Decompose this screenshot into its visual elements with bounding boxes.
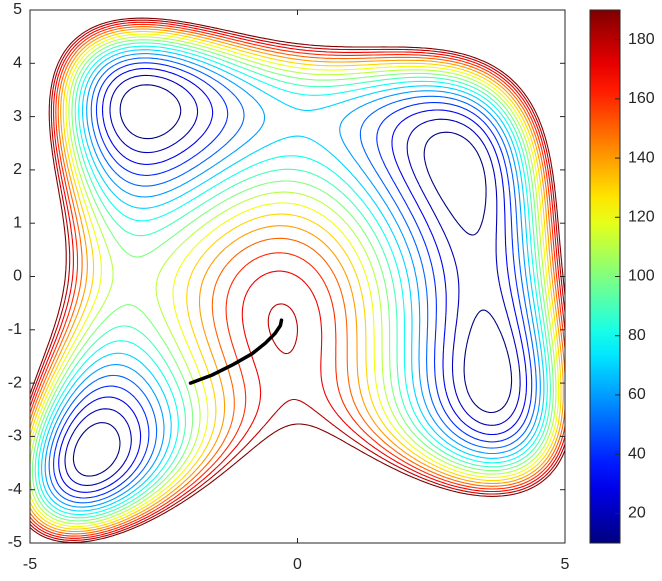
overlay <box>188 318 284 385</box>
contour-line <box>44 53 541 508</box>
contour-line <box>34 42 551 519</box>
y-tick-label: 5 <box>13 1 22 18</box>
contour-line <box>30 33 560 528</box>
contour-line <box>30 17 565 543</box>
y-tick-label: -5 <box>8 534 22 551</box>
y-tick-label: -4 <box>8 481 22 498</box>
contour-line <box>58 67 528 493</box>
contour-line <box>30 19 565 541</box>
y-tick-label: 2 <box>13 161 22 178</box>
trajectory <box>188 318 284 385</box>
x-tick-label: -5 <box>23 556 37 573</box>
contour-line <box>48 57 537 504</box>
contour-line <box>53 62 533 499</box>
colorbar-tick-label: 120 <box>628 208 655 225</box>
contour-line <box>31 39 554 522</box>
contour-line <box>30 23 565 537</box>
colorbar-tick-label: 80 <box>628 327 646 344</box>
y-tick-label: 0 <box>13 268 22 285</box>
x-tick-label: 0 <box>293 556 302 573</box>
colorbar-tick-label: 180 <box>628 31 655 48</box>
contour-line <box>37 45 548 516</box>
contour-group <box>30 17 565 543</box>
contour-line <box>30 28 564 533</box>
x-tick-label: 5 <box>561 556 570 573</box>
y-tick-label: -1 <box>8 321 22 338</box>
colorbar-tick-label: 140 <box>628 149 655 166</box>
colorbar-tick-label: 60 <box>628 386 646 403</box>
contour-line <box>64 74 521 486</box>
y-tick-label: 1 <box>13 214 22 231</box>
y-tick-label: 4 <box>13 55 22 72</box>
contour-line <box>30 21 565 539</box>
y-tick-label: 3 <box>13 108 22 125</box>
contour-line <box>41 49 545 512</box>
colorbar-tick-label: 160 <box>628 90 655 107</box>
colorbar-tick-label: 100 <box>628 268 655 285</box>
y-tick-label: -3 <box>8 428 22 445</box>
contour-line <box>30 26 565 535</box>
contour-line <box>30 30 562 530</box>
colorbar-tick-label: 40 <box>628 445 646 462</box>
colorbar-tick-label: 20 <box>628 505 646 522</box>
y-tick-label: -2 <box>8 374 22 391</box>
contour-line <box>30 36 557 525</box>
contour-line <box>72 84 513 477</box>
